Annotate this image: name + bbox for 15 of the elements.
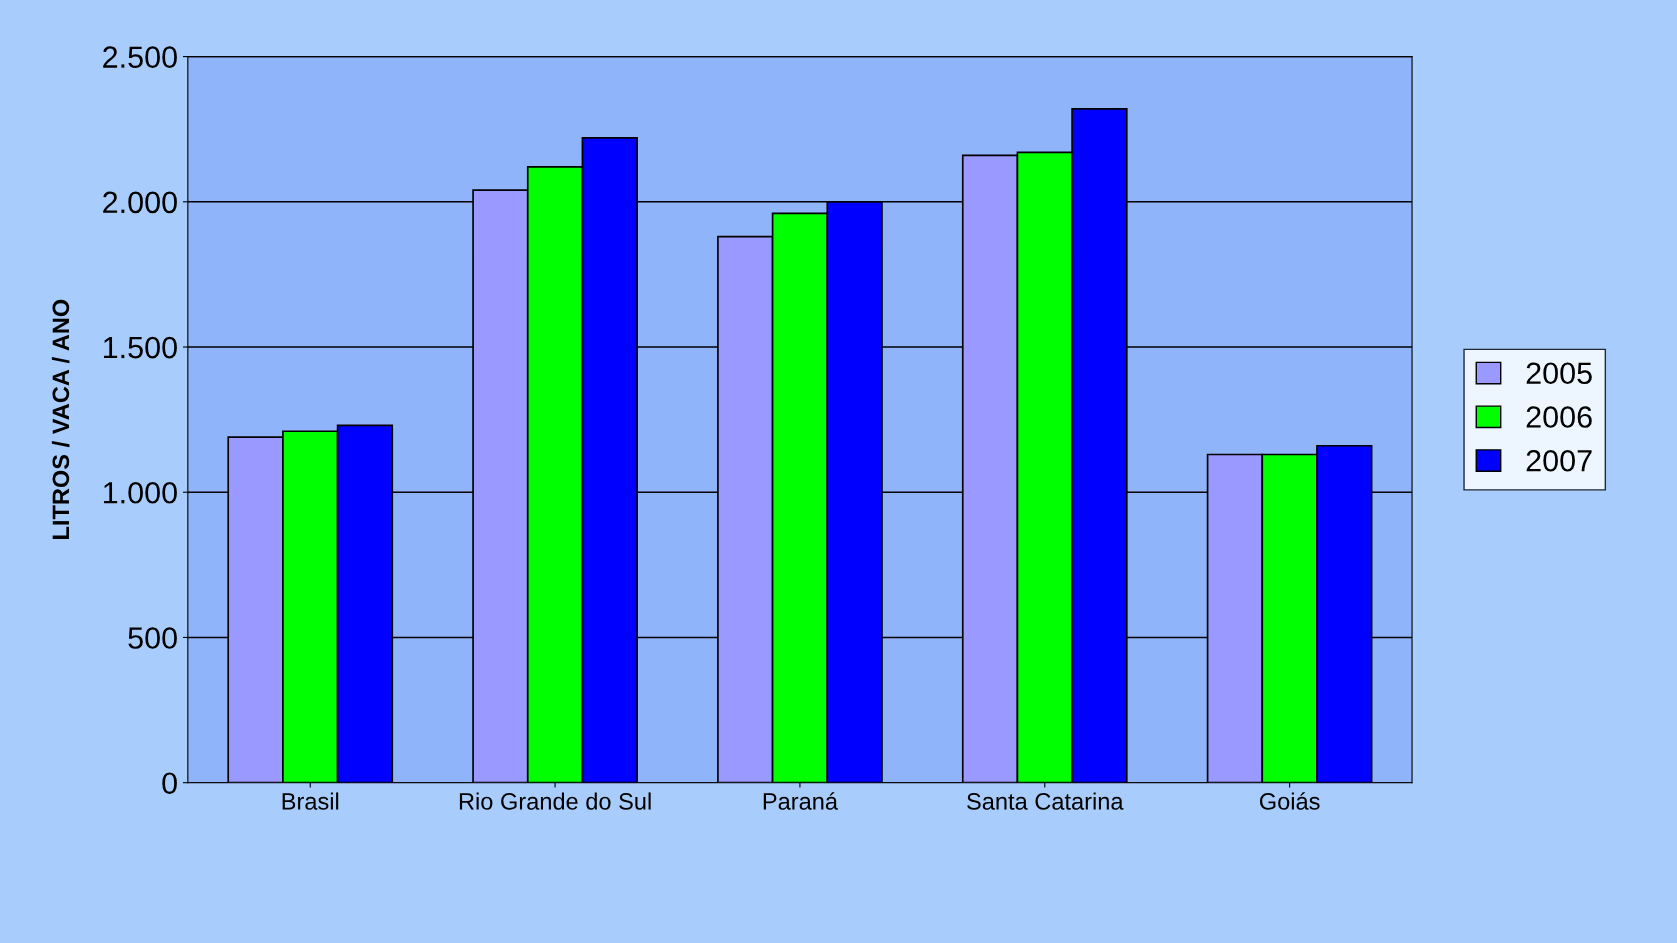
x-tick-label: Paraná	[763, 792, 838, 810]
y-tick-label: 500	[128, 627, 177, 649]
y-tick-label: 2.500	[103, 46, 177, 68]
y-tick-label: 0	[162, 772, 177, 795]
legend-label: 2005	[1526, 362, 1592, 385]
y-axis-title: LITROS / VACA / ANO	[51, 299, 70, 539]
x-tick-label: Brasil	[282, 792, 339, 810]
y-tick-label: 1.000	[103, 481, 177, 504]
x-tick-label: Santa Catarina	[967, 792, 1124, 810]
legend-label: 2006	[1526, 406, 1592, 428]
x-tick-label: Goiás	[1259, 792, 1320, 810]
y-tick-label: 2.000	[103, 191, 177, 214]
legend-label: 2007	[1526, 449, 1592, 472]
y-tick-label: 1.500	[103, 336, 177, 359]
x-tick-label: Rio Grande do Sul	[459, 792, 651, 810]
